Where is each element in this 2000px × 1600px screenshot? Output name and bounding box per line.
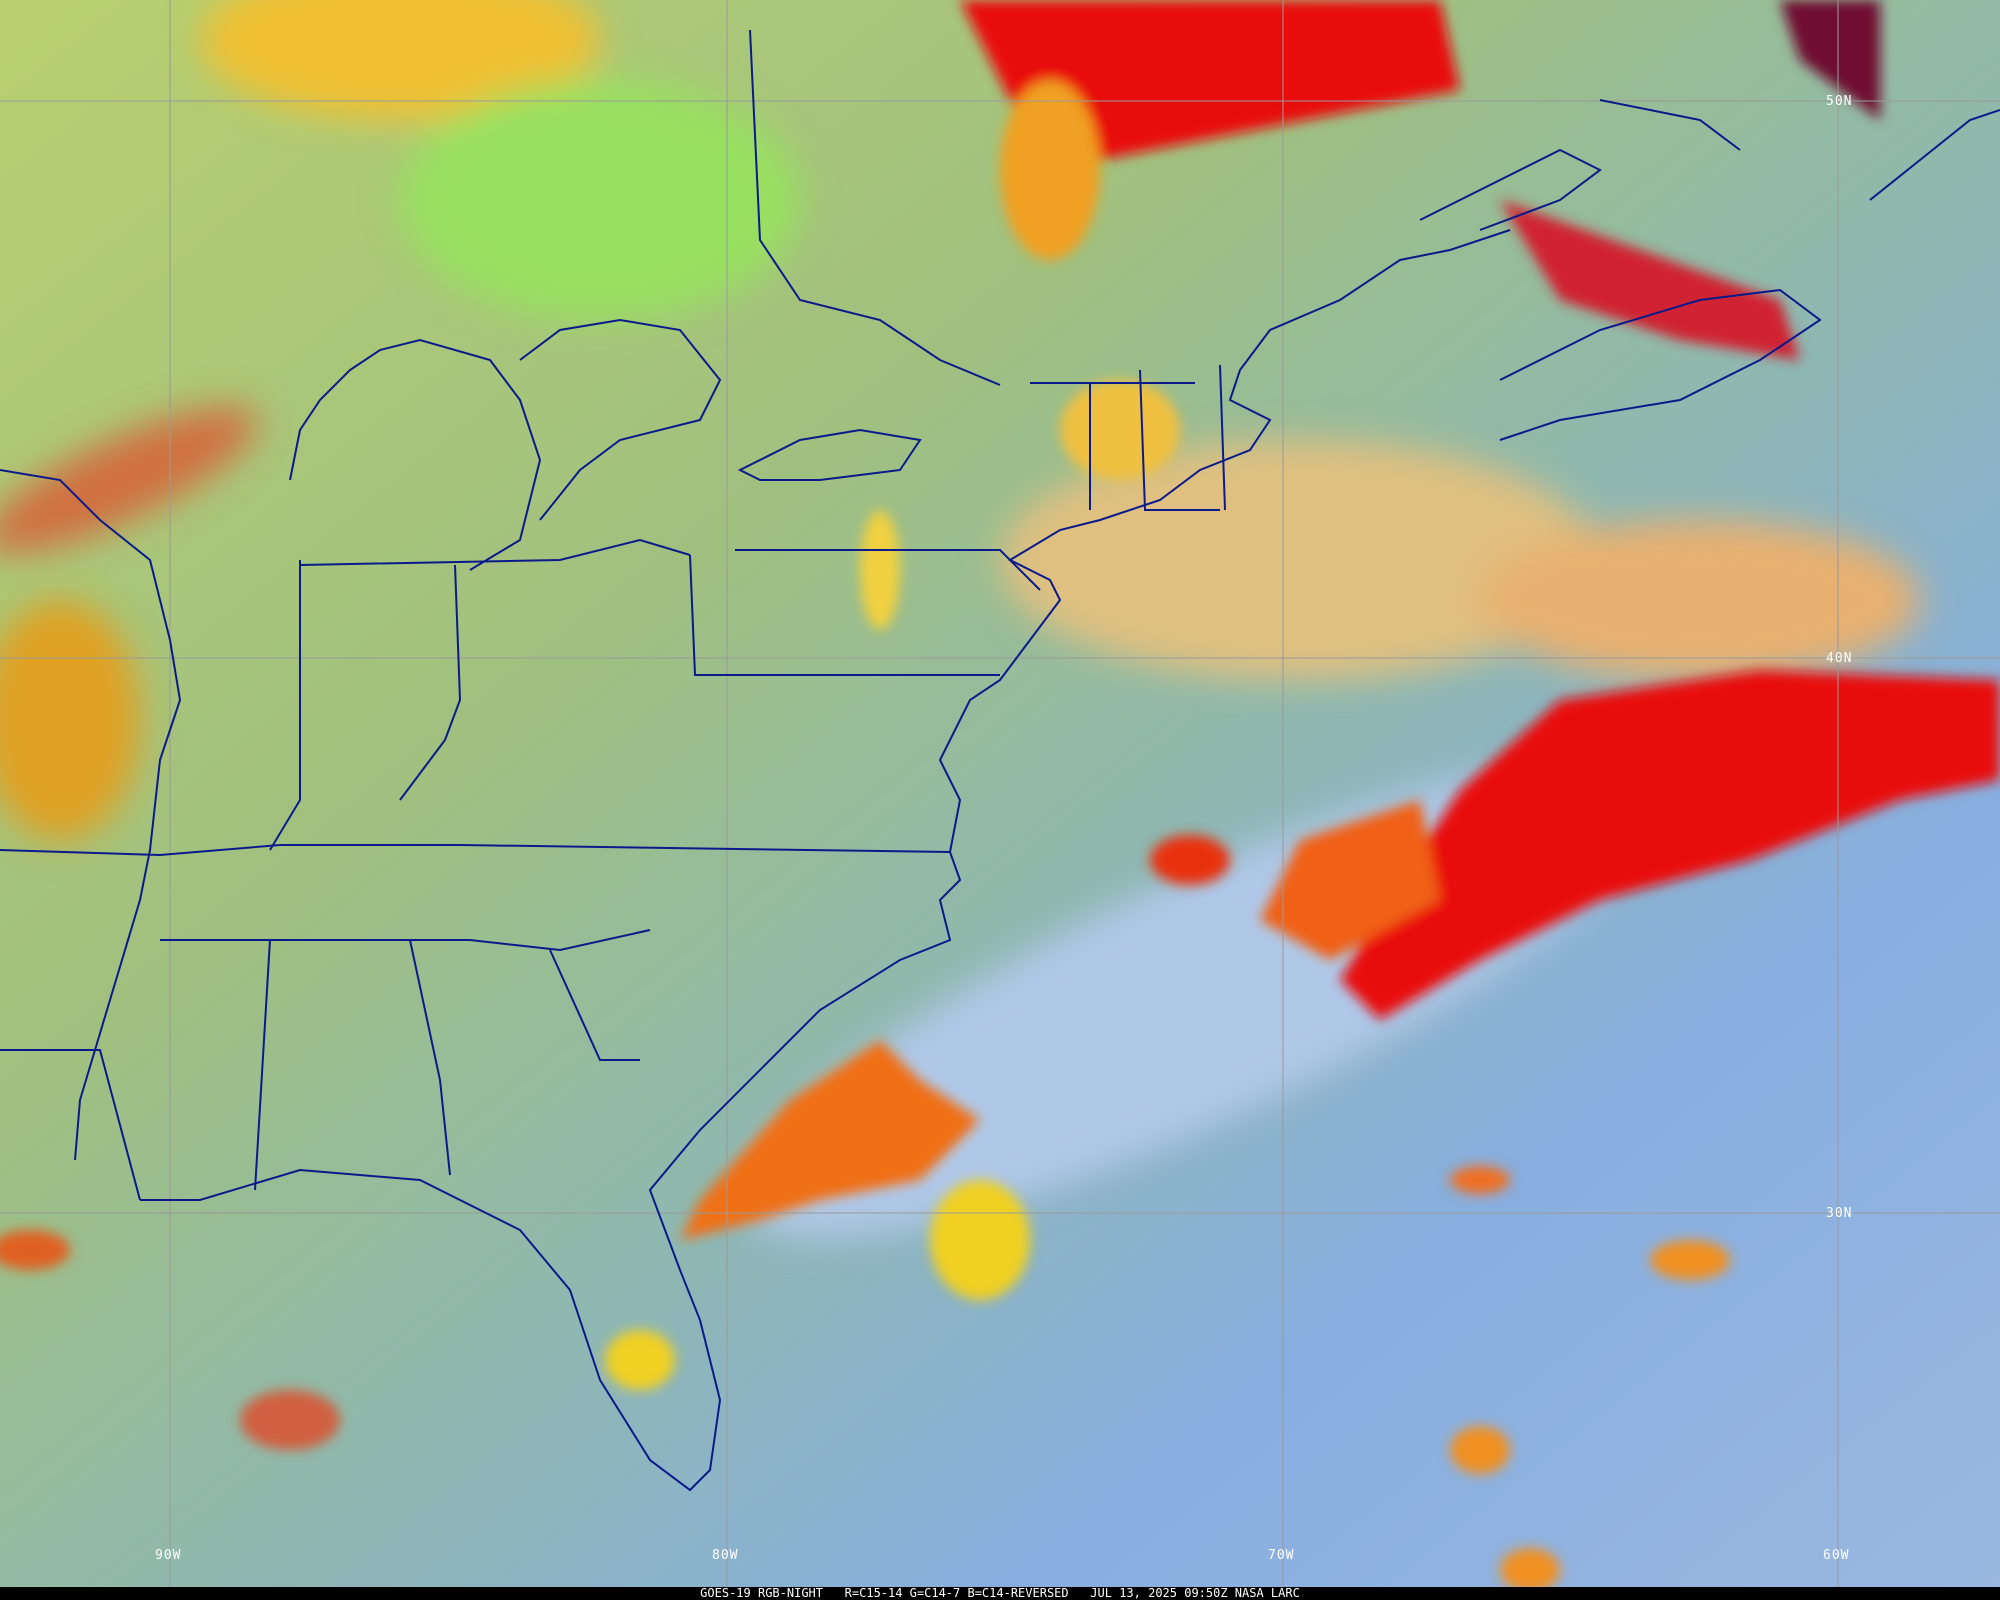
latitude-label-50n: 50N bbox=[1826, 94, 1853, 109]
latitude-label-30n: 30N bbox=[1826, 1206, 1853, 1221]
image-caption: GOES-19 RGB-NIGHT R=C15-14 G=C14-7 B=C14… bbox=[0, 1587, 2000, 1600]
longitude-label-90w: 90W bbox=[155, 1548, 182, 1563]
political-boundaries bbox=[0, 29, 2000, 1492]
longitude-label-70w: 70W bbox=[1268, 1548, 1295, 1563]
latitude-label-40n: 40N bbox=[1826, 651, 1853, 666]
longitude-label-80w: 80W bbox=[712, 1548, 739, 1563]
longitude-label-60w: 60W bbox=[1823, 1548, 1850, 1563]
